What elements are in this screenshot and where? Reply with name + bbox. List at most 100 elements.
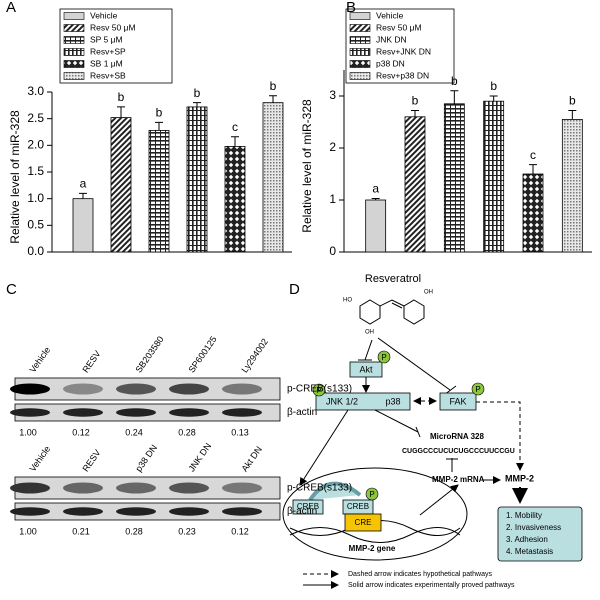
outcome: 1. Mobility: [506, 511, 542, 520]
legend-swatch: [349, 24, 371, 32]
blot-band: [222, 383, 262, 395]
bar: [224, 145, 246, 253]
quantification: 0.23: [178, 526, 196, 536]
bar: [148, 129, 170, 253]
node-label: p38: [385, 396, 400, 406]
lane-label: RESV: [80, 349, 102, 375]
legend-swatch: [349, 72, 371, 80]
bar: [72, 198, 94, 253]
oh-label: HO: [343, 298, 352, 304]
blot-band: [116, 383, 156, 395]
significance-label: b: [569, 94, 576, 108]
lane-label: SP600125: [186, 334, 218, 374]
oh-label: OH: [365, 330, 374, 336]
blot-band: [116, 507, 156, 516]
error-bar: [568, 110, 577, 120]
significance-label: b: [156, 106, 163, 120]
quantification: 0.12: [231, 526, 249, 536]
quantification: 0.13: [231, 427, 249, 437]
error-bar: [489, 95, 498, 102]
legend-box: [59, 8, 173, 84]
lane-label: Vehicle: [27, 444, 52, 474]
blot-band: [169, 383, 209, 395]
outcome-box: [497, 506, 583, 562]
creb-box: [292, 499, 324, 515]
legend-swatch: [349, 36, 371, 44]
blot-band: [222, 408, 262, 417]
band-label: β-actin: [287, 407, 317, 418]
phospho: [365, 487, 379, 501]
y-tick-label: 3: [329, 88, 336, 102]
outcome: 4. Metastasis: [506, 547, 553, 556]
phospho: [471, 382, 485, 396]
quantification: 0.12: [72, 427, 90, 437]
legend-swatch: [349, 60, 371, 68]
significance-label: b: [118, 90, 125, 104]
mirna-label: MicroRNA 328: [430, 432, 484, 441]
legend-label: JNK DN: [376, 34, 407, 44]
y-tick-label: 2.0: [27, 138, 44, 152]
bar: [522, 173, 544, 253]
quantification: 0.28: [125, 526, 143, 536]
legend-label: Resv+p38 DN: [376, 70, 429, 80]
significance-label: c: [232, 120, 238, 134]
significance-label: b: [412, 94, 419, 108]
phospho-label: P: [475, 385, 480, 394]
blot-band: [222, 507, 262, 516]
mrna-label: MMP-2 mRNA: [432, 475, 485, 484]
significance-label: c: [530, 148, 536, 162]
significance-label: b: [270, 79, 277, 93]
significance-label: b: [490, 79, 497, 93]
node-label: CREB: [297, 502, 319, 511]
nucleus: [282, 467, 468, 561]
quantification: 1.00: [19, 427, 37, 437]
blot-band: [169, 408, 209, 417]
pathway-diagram: D Resveratrol OH HO OH Akt P JNK 1/2 p38…: [282, 273, 583, 589]
outcome: 3. Adhesion: [506, 535, 548, 544]
panel-letter: A: [6, 0, 16, 16]
outcome: 2. Invasiveness: [506, 523, 561, 532]
node-label: CRE: [355, 518, 372, 527]
legend-swatch: [349, 48, 371, 56]
legend-label: Resv 50 μM: [376, 22, 422, 32]
blot-band: [10, 507, 50, 516]
phospho-label: P: [369, 490, 374, 499]
legend-swatch: [63, 60, 85, 68]
y-tick-label: 0.5: [27, 218, 44, 232]
blot-band: [63, 383, 103, 395]
lane-label: p38 DN: [133, 443, 159, 474]
y-tick-label: 1.0: [27, 191, 44, 205]
blot-band: [116, 482, 156, 494]
error-bar: [269, 95, 277, 103]
blot-band: [10, 482, 50, 494]
legend-swatch: [63, 48, 85, 56]
bar: [110, 117, 132, 253]
error-bar: [193, 102, 201, 107]
bar: [443, 103, 465, 253]
lane-label: Ly294002: [239, 337, 270, 375]
bar: [262, 102, 284, 253]
legend-label: SP 5 μM: [90, 34, 123, 44]
cre-box: [344, 513, 382, 532]
blot-band: [222, 482, 262, 494]
blot-band: [63, 507, 103, 516]
jnk-box: [315, 392, 411, 411]
creb-arrow: [308, 481, 362, 502]
legend-swatch: [63, 72, 85, 80]
legend-text: Solid arrow indicates experimentally pro…: [348, 582, 515, 589]
legend-swatch: [349, 12, 371, 20]
band-label: β-actin: [287, 506, 317, 517]
error-bar: [117, 106, 125, 118]
gene-label: MMP-2 gene: [349, 544, 396, 553]
error-bar: [79, 192, 87, 199]
compound-name: Resveratrol: [365, 273, 421, 285]
lane-label: JNK DN: [186, 441, 213, 473]
legend-label: Resv 50 μM: [90, 22, 136, 32]
y-axis-label: Relative level of miR-328: [8, 110, 22, 244]
band-label: p-CREB(s133): [287, 384, 352, 395]
error-bar: [155, 121, 163, 131]
legend-box: [345, 8, 455, 84]
blot-band: [169, 507, 209, 516]
bar: [404, 116, 426, 253]
